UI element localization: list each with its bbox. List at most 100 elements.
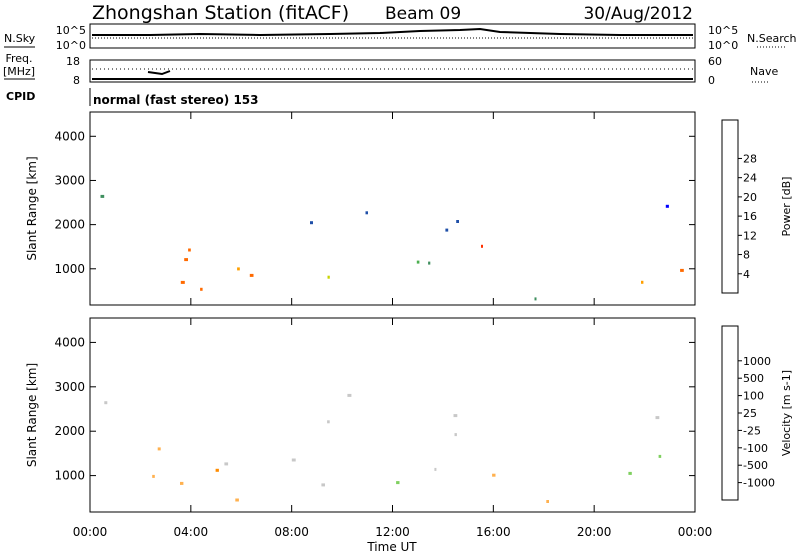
data-cell [152,474,155,478]
cpid-text: normal (fast stereo) 153 [93,93,259,107]
colorbar-tick-label: 100 [743,390,764,403]
data-cell [224,462,229,466]
data-cell [481,244,483,248]
data-cell [546,500,549,503]
data-cell [445,228,449,232]
freq-tick-bottom: 8 [73,74,80,87]
colorbar-frame [721,119,739,294]
colorbar-tick-label: 28 [743,152,757,165]
plot-area [90,112,695,305]
data-cell [658,454,662,458]
colorbar-frame [721,325,739,501]
freq-panel [89,59,696,83]
y-tick-label: 4000 [54,129,85,143]
data-cell [327,420,330,424]
nsearch-tick-top: 10^5 [708,24,738,37]
data-cell [188,248,191,252]
data-cell [492,473,496,477]
power-panel: 1000 2000 3000 4000 Slant Range [km] 4 8 12 16 20… [25,111,793,306]
colorbar-tick-label: 16 [743,210,757,223]
velocity-panel: 1000 2000 3000 4000 Slant Range [km] -1000 -50… [25,317,793,513]
time-tick-label: 08:00 [274,525,309,539]
time-tick-label: 20:00 [577,525,612,539]
data-cell [237,267,240,271]
data-cell [104,401,108,405]
colorbar-tick-label: 1000 [743,355,771,368]
data-cell [327,275,330,279]
colorbar-label: Velocity [m s-1] [780,370,793,456]
colorbar-tick-label: 8 [743,249,750,262]
nsky-panel [89,23,696,49]
time-tick-label: 12:00 [375,525,410,539]
data-cell [291,458,296,462]
data-cell [655,416,660,420]
data-cell [680,268,684,272]
colorbar-tick-label: -100 [743,442,768,455]
data-cell [416,260,420,264]
cpid-label: CPID [6,90,35,103]
time-tick-label: 00:00 [678,525,713,539]
colorbar-tick-label: 4 [743,268,750,281]
data-cell [453,414,458,418]
nsky-tick-top: 10^5 [56,24,86,37]
freq-label: Freq. [5,52,32,65]
nave-dip [147,70,171,76]
data-cell [641,280,644,284]
data-cell [628,471,632,475]
y-tick-label: 2000 [54,424,85,438]
time-tick-label: 04:00 [174,525,209,539]
data-cell [100,194,105,198]
data-cell [454,433,457,437]
data-cell [310,221,313,225]
freq-unit-label: [MHz] [3,65,35,78]
colorbar-tick-label: 20 [743,191,757,204]
nsearch-tick-bottom: 10^0 [708,39,738,52]
data-cell [200,287,203,291]
data-cell [434,467,437,471]
data-cell [534,297,537,301]
y-tick-label: 1000 [54,469,85,483]
y-tick-label: 2000 [54,218,85,232]
nave-tick-top: 60 [708,55,722,68]
station-title: Zhongshan Station (fitACF) [92,2,349,24]
colorbar-tick-label: 25 [743,407,757,420]
data-cell [249,273,254,277]
data-cell [428,261,431,265]
data-cell [215,468,219,472]
data-cell [665,204,669,208]
colorbar-tick-label: -25 [743,424,761,437]
beam-label: Beam 09 [385,4,461,24]
data-cell [347,393,352,397]
plot-area [90,318,695,512]
colorbar-tick-label: 12 [743,229,757,242]
y-tick-label: 3000 [54,380,85,394]
data-cell [396,481,400,485]
colorbar-tick-label: -1000 [743,477,775,490]
nsearch-label: N.Search [747,32,797,45]
data-cell [365,211,368,215]
colorbar-label: Power [dB] [780,177,793,237]
data-cell [157,447,161,451]
time-tick-label: 00:00 [73,525,108,539]
nsky-trace [92,27,693,37]
data-cell [184,258,188,262]
data-cell [180,481,184,485]
time-axis: 00:00 04:00 08:00 12:00 16:00 20:00 00:00 [73,525,713,539]
data-cell [456,220,459,223]
nave-label: Nave [750,65,778,78]
time-axis-label: Time UT [366,540,417,554]
time-tick-label: 16:00 [476,525,511,539]
data-cell [180,280,185,284]
freq-tick-top: 18 [66,55,80,68]
nsky-label: N.Sky [4,32,36,45]
date-label: 30/Aug/2012 [583,4,693,24]
colorbar-tick-label: -500 [743,459,768,472]
y-axis-label: Slant Range [km] [25,363,39,467]
nave-tick-bottom: 0 [708,74,715,87]
y-tick-label: 4000 [54,335,85,349]
y-tick-label: 3000 [54,173,85,187]
colorbar-tick-label: 500 [743,372,764,385]
data-cell [321,483,325,487]
data-cell [235,498,239,502]
